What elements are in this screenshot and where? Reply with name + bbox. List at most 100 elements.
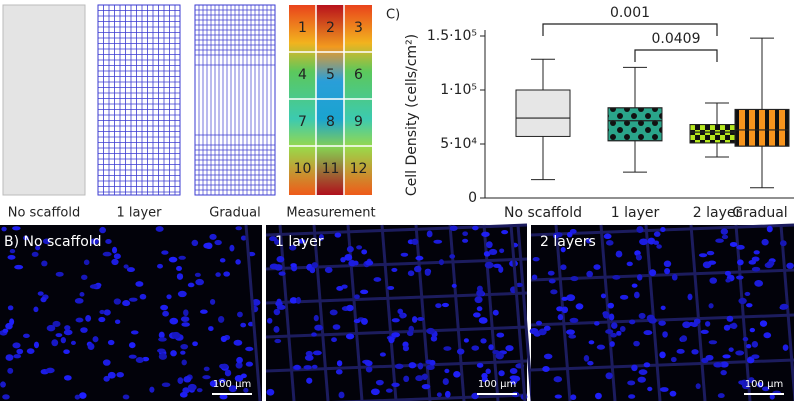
nucleus xyxy=(444,368,450,374)
nucleus xyxy=(399,313,406,319)
nucleus xyxy=(627,380,636,386)
micrograph xyxy=(531,225,794,401)
nucleus xyxy=(12,226,21,231)
nucleus xyxy=(235,259,241,265)
nucleus xyxy=(600,293,607,299)
nucleus xyxy=(736,244,745,250)
nucleus xyxy=(195,278,204,286)
nucleus xyxy=(435,303,442,309)
nucleus xyxy=(717,393,725,399)
panel-label: B) No scaffold xyxy=(4,234,102,250)
nucleus xyxy=(229,244,235,252)
nucleus xyxy=(631,283,638,288)
nucleus xyxy=(83,259,90,266)
micrographs: 100 µm 100 µm 100 µm B) No scaffold 1 layer 2… xyxy=(0,223,794,401)
nucleus xyxy=(354,294,360,300)
nucleus xyxy=(128,342,136,349)
scaffold-fiber xyxy=(380,224,398,401)
nucleus xyxy=(178,255,186,260)
nucleus xyxy=(116,371,124,378)
nucleus xyxy=(329,309,338,316)
nucleus xyxy=(312,350,322,356)
scaffold-fiber xyxy=(779,224,794,401)
nucleus xyxy=(311,364,318,369)
nucleus xyxy=(233,339,243,346)
nucleus xyxy=(245,346,254,352)
nucleus xyxy=(128,354,137,359)
y-axis-label: Cell Density (cells/cm²) xyxy=(404,34,420,196)
nucleus xyxy=(476,289,485,297)
nucleus xyxy=(168,256,178,263)
nucleus xyxy=(726,315,734,322)
nucleus xyxy=(237,311,243,318)
nucleus xyxy=(757,382,764,388)
nucleus xyxy=(341,284,348,289)
nucleus xyxy=(663,260,672,268)
nucleus xyxy=(373,277,382,282)
nucleus xyxy=(478,317,488,324)
nucleus xyxy=(220,363,229,369)
nucleus xyxy=(236,356,243,364)
nucleus xyxy=(340,256,346,263)
nucleus xyxy=(14,264,24,270)
nucleus xyxy=(720,228,729,235)
nucleus xyxy=(780,240,787,247)
nucleus xyxy=(103,309,111,316)
nucleus xyxy=(766,260,775,267)
nucleus xyxy=(375,379,384,386)
nucleus xyxy=(763,332,772,339)
caption: 1 layer xyxy=(116,206,162,221)
nucleus xyxy=(139,293,147,300)
nucleus xyxy=(157,348,166,353)
nucleus xyxy=(515,282,523,288)
nucleus xyxy=(387,285,395,290)
nucleus xyxy=(635,254,642,261)
nucleus xyxy=(605,329,614,335)
nucleus xyxy=(155,226,164,232)
nucleus xyxy=(509,368,518,374)
nucleus xyxy=(426,230,433,238)
nucleus xyxy=(243,387,249,393)
nucleus xyxy=(779,303,789,310)
box-pattern xyxy=(734,108,790,147)
nucleus xyxy=(5,354,14,361)
nucleus xyxy=(45,367,55,374)
nucleus xyxy=(80,327,88,333)
nucleus xyxy=(269,236,277,242)
nucleus xyxy=(738,297,747,305)
nucleus xyxy=(481,231,490,237)
nucleus xyxy=(335,369,343,375)
nucleus xyxy=(429,359,436,366)
cell-number: 5 xyxy=(326,67,335,83)
nucleus xyxy=(636,226,644,233)
nucleus xyxy=(114,319,121,325)
nucleus xyxy=(611,322,618,329)
y-tick-label: 1·10⁵ xyxy=(440,82,477,98)
nucleus xyxy=(209,380,218,388)
nucleus xyxy=(177,377,184,385)
nucleus xyxy=(7,254,16,260)
nucleus xyxy=(81,274,88,280)
scaffold-fiber xyxy=(414,224,432,401)
nucleus xyxy=(682,321,691,329)
nucleus xyxy=(737,259,744,266)
nucleus xyxy=(360,289,369,295)
nucleus xyxy=(566,329,575,335)
nucleus xyxy=(671,273,678,281)
nucleus xyxy=(70,340,76,346)
nucleus xyxy=(607,302,615,309)
cell-number: 6 xyxy=(354,67,363,83)
nucleus xyxy=(680,335,688,342)
nucleus xyxy=(659,351,666,359)
nucleus xyxy=(55,271,64,277)
nucleus xyxy=(276,298,282,304)
nucleus xyxy=(751,256,760,262)
nucleus xyxy=(63,375,72,381)
nucleus xyxy=(192,341,198,347)
nucleus xyxy=(535,320,543,326)
nucleus xyxy=(346,304,354,312)
nucleus xyxy=(609,341,615,347)
nucleus xyxy=(430,335,438,342)
nucleus xyxy=(215,272,221,277)
nucleus xyxy=(344,253,353,261)
